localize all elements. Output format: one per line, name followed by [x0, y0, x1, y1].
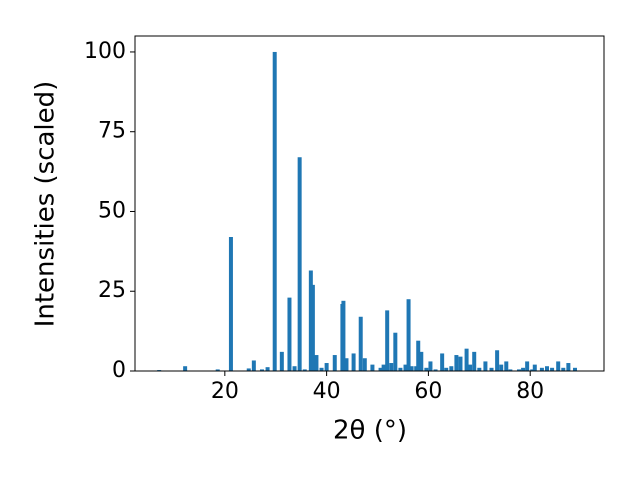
- bar: [251, 360, 256, 371]
- bar: [489, 367, 494, 371]
- bar: [398, 367, 403, 371]
- bar: [428, 361, 433, 371]
- bar: [381, 364, 386, 371]
- bar: [495, 350, 500, 371]
- bar: [572, 367, 577, 371]
- bar: [228, 237, 233, 371]
- bar: [414, 366, 419, 371]
- bar: [499, 364, 504, 371]
- bar: [351, 353, 356, 371]
- bar: [468, 364, 473, 371]
- bar: [393, 332, 398, 371]
- bar: [566, 363, 571, 371]
- bar: [517, 369, 522, 371]
- bar: [259, 369, 264, 371]
- bar: [449, 366, 454, 371]
- bar: [409, 366, 414, 371]
- bar: [389, 363, 394, 371]
- x-tick-label: 60: [414, 379, 442, 404]
- bar: [525, 361, 530, 371]
- bar: [378, 367, 383, 371]
- bar: [272, 51, 277, 371]
- bar: [319, 367, 324, 371]
- y-tick-label: 50: [98, 198, 126, 223]
- bar: [370, 364, 375, 371]
- x-tick-label: 80: [516, 379, 544, 404]
- bar: [265, 367, 270, 371]
- bar: [433, 369, 438, 371]
- bar: [458, 356, 463, 371]
- bar: [341, 300, 346, 371]
- bar: [362, 358, 367, 371]
- bar: [539, 367, 544, 371]
- y-tick-label: 75: [98, 119, 126, 144]
- bar: [215, 369, 220, 371]
- bar: [440, 353, 445, 371]
- bar: [464, 348, 469, 371]
- bar: [287, 297, 292, 371]
- bar: [403, 364, 408, 371]
- x-tick-label: 40: [313, 379, 341, 404]
- bar: [532, 364, 537, 371]
- bar: [406, 299, 411, 371]
- bar: [246, 368, 251, 371]
- bar: [324, 363, 329, 371]
- bar: [508, 369, 513, 371]
- bar: [530, 369, 535, 371]
- bar: [183, 366, 188, 371]
- y-axis-label: Intensities (scaled): [31, 81, 61, 328]
- bar: [521, 367, 526, 371]
- y-tick-label: 25: [98, 278, 126, 303]
- x-tick-label: 20: [211, 379, 239, 404]
- bar: [344, 358, 349, 371]
- bar: [416, 340, 421, 371]
- bar: [314, 355, 319, 371]
- bar: [444, 367, 449, 371]
- y-tick-label: 0: [112, 358, 126, 383]
- bar: [310, 284, 315, 371]
- bar: [454, 355, 459, 371]
- bar: [550, 367, 555, 371]
- bar: [297, 157, 302, 371]
- bar: [477, 367, 482, 371]
- bar: [419, 351, 424, 371]
- bar: [332, 355, 337, 371]
- bar: [358, 316, 363, 371]
- bar: [544, 366, 549, 371]
- bar: [279, 351, 284, 371]
- bar: [385, 310, 390, 371]
- bar: [424, 367, 429, 371]
- bar: [556, 361, 561, 371]
- bar: [302, 369, 307, 371]
- bar: [308, 270, 313, 371]
- bar: [292, 366, 297, 371]
- bar: [504, 361, 509, 371]
- bar: [472, 351, 477, 371]
- plot-frame: [134, 35, 605, 372]
- bar: [561, 367, 566, 371]
- bar: [483, 361, 488, 371]
- x-axis-label: 2θ (°): [333, 416, 407, 446]
- y-tick-label: 100: [84, 39, 126, 64]
